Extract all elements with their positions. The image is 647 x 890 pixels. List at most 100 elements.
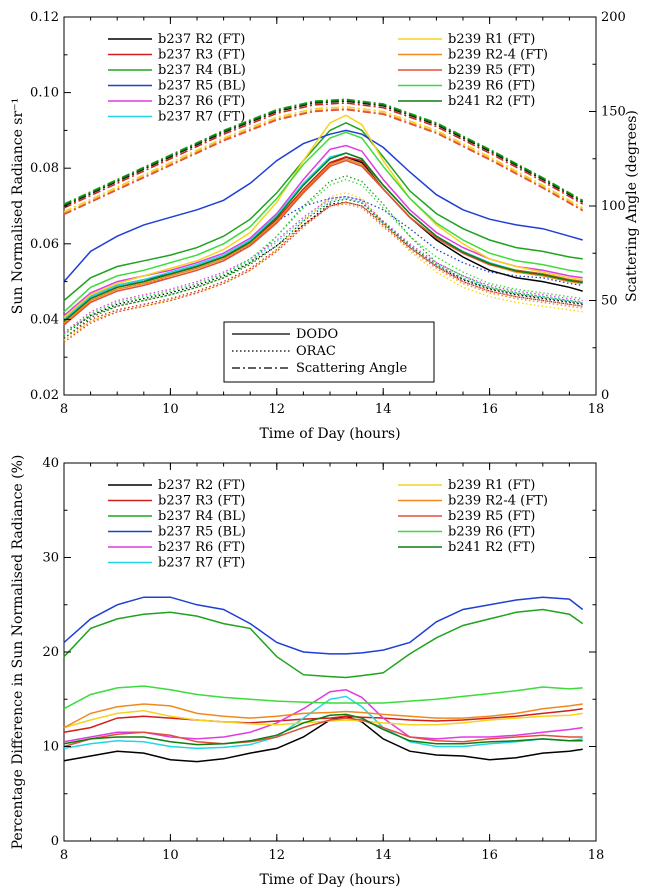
dodo-line-b239-r1-ft [63,114,583,319]
x-tick-label: 16 [481,402,498,417]
dodo-line-b237-r5-bl [63,129,583,283]
y-tick-label: 0.04 [30,312,59,327]
legend-label-b237-r4-bl: b237 R4 (BL) [158,63,246,78]
legend-label-b237-r2-ft: b237 R2 (FT) [158,32,245,47]
percentage-ticks: 8 10 12 14 16 18 0 10 20 30 40 [42,456,604,863]
y2-tick-label: 0 [601,388,609,403]
percentage-series-group [63,596,584,763]
y2-tick-label: 100 [601,199,626,214]
pct-line-b237-r6-ft [63,689,583,743]
radiance-series-group [63,98,584,343]
pct-line-b239-r2-4-ft [63,703,583,729]
legend-label-b237-r3-ft: b237 R3 (FT) [158,48,245,63]
y2-tick-label: 150 [601,105,626,120]
scattering-angle-line [63,107,584,215]
scattering-angle-line [63,108,584,216]
x-tick-label: 10 [162,402,179,417]
dodo-line-b241-r2-ft [63,152,583,322]
scattering-angle-line [63,102,584,209]
orac-line-b239-r1-ft [63,192,583,341]
x-tick-label: 10 [162,848,179,863]
legend-label-b237-r6-ft: b237 R6 (FT) [158,540,245,555]
pct-line-b237-r5-bl [63,596,584,655]
orac-line-b239-r5-ft [63,201,583,343]
pct-line-b237-r2-ft [63,715,583,763]
legend-label-b239-r2-4-ft: b239 R2-4 (FT) [448,48,548,63]
legend-label-b237-r6-ft: b237 R6 (FT) [158,94,245,109]
dodo-line-b237-r2-ft [63,156,583,320]
dodo-line-b237-r4-bl [63,121,583,302]
legend-label-b241-r2-ft: b241 R2 (FT) [448,94,535,109]
style-legend-frame [223,321,435,383]
style-legend-orac-label: ORAC [296,344,336,359]
y-tick-label: 0.06 [30,237,59,252]
x-tick-label: 8 [60,402,68,417]
legend-label-b239-r5-ft: b239 R5 (FT) [448,509,535,524]
style-legend-box: DODO ORAC Scattering Angle [223,321,435,383]
y-tick-label: 40 [42,456,59,471]
scattering-angle-line [63,106,584,213]
y-tick-label: 30 [42,551,59,566]
legend-label-b237-r5-bl: b237 R5 (BL) [158,525,246,540]
style-legend-scattering-label: Scattering Angle [296,361,408,376]
orac-line-b237-r4-bl [63,175,583,334]
dodo-line-b239-r6-ft [63,131,583,313]
legend-label-b237-r5-bl: b237 R5 (BL) [158,79,246,94]
legend-label-b237-r2-ft: b237 R2 (FT) [158,478,245,493]
percentage-difference-chart: 8 10 12 14 16 18 0 10 20 30 40 b237 R2 (FT)b237 R3… [10,455,604,888]
scattering-angle-line [63,100,584,207]
scattering-angle-line [63,99,584,206]
y-tick-label: 0.02 [30,388,59,403]
x-tick-label: 12 [269,848,286,863]
legend-label-b237-r7-ft: b237 R7 (FT) [158,556,245,571]
legend-label-b239-r6-ft: b239 R6 (FT) [448,79,535,94]
x-tick-label: 12 [269,402,286,417]
legend-label-b239-r5-ft: b239 R5 (FT) [448,63,535,78]
radiance-chart: 8 10 12 14 16 18 0.02 0.04 0.06 0.08 0.10 0.12 0 50 10… [10,10,640,442]
x-tick-label: 14 [375,848,392,863]
x-tick-label: 18 [588,848,605,863]
legend-label-b239-r6-ft: b239 R6 (FT) [448,525,535,540]
y-tick-label: 0.12 [30,10,59,25]
radiance-y-axis-label: Sun Normalised Radiance sr⁻¹ [10,98,26,314]
scattering-angle-axis-label: Scattering Angle (degrees) [624,110,640,302]
legend-label-b239-r1-ft: b239 R1 (FT) [448,478,535,493]
scattering-angle-line [63,98,584,205]
pct-line-b239-r5-ft [63,717,583,748]
pct-line-b239-r6-ft [63,685,583,710]
y-tick-label: 20 [42,645,59,660]
pct-line-b237-r3-ft [63,707,583,734]
radiance-ticks: 8 10 12 14 16 18 0.02 0.04 0.06 0.08 0.10 0.12 0 50 10… [30,10,626,417]
pct-line-b237-r4-bl [63,608,584,679]
legend-label-b239-r2-4-ft: b239 R2-4 (FT) [448,494,548,509]
percentage-y-axis-label: Percentage Difference in Sun Normalised … [10,455,26,850]
style-legend-dodo-label: DODO [296,327,338,342]
percentage-legend: b237 R2 (FT)b237 R3 (FT)b237 R4 (BL)b237… [108,478,548,571]
pct-line-b241-r2-ft [63,713,583,746]
orac-line-b237-r2-ft [63,201,583,336]
orac-line-b237-r6-ft [63,195,583,334]
legend-label-b239-r1-ft: b239 R1 (FT) [448,32,535,47]
y-tick-label: 0.08 [30,161,59,176]
pct-line-b239-r1-ft [63,709,583,729]
y-tick-label: 0 [51,834,59,849]
radiance-x-axis-label: Time of Day (hours) [259,426,400,442]
x-tick-label: 16 [481,848,498,863]
legend-label-b237-r4-bl: b237 R4 (BL) [158,509,246,524]
radiance-legend: b237 R2 (FT)b237 R3 (FT)b237 R4 (BL)b237… [108,32,548,125]
orac-line-b239-r2-4-ft [63,203,583,343]
y-tick-label: 0.10 [30,86,59,101]
legend-label-b241-r2-ft: b241 R2 (FT) [448,540,535,555]
pct-line-b237-r7-ft [63,695,583,750]
x-tick-label: 14 [375,402,392,417]
dodo-line-b237-r3-ft [63,156,583,322]
orac-line-b237-r5-bl [63,195,583,322]
dodo-line-b239-r2-4-ft [63,158,583,324]
orac-line-b241-r2-ft [63,198,583,339]
y2-tick-label: 200 [601,10,626,25]
orac-line-b239-r6-ft [63,178,583,336]
y-tick-label: 10 [42,740,59,755]
orac-line-b237-r7-ft [63,197,583,336]
legend-label-b237-r7-ft: b237 R7 (FT) [158,110,245,125]
